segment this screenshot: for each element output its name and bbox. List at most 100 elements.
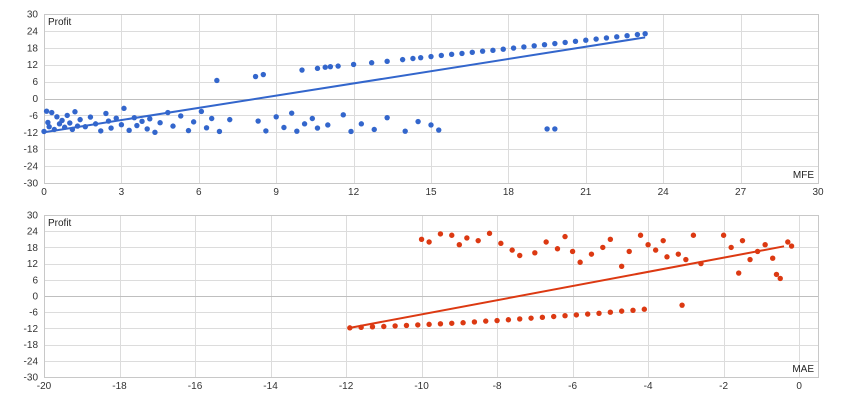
data-point	[475, 237, 481, 244]
data-point	[216, 128, 223, 135]
data-point	[170, 123, 176, 129]
data-point	[641, 306, 648, 312]
y-tick-label: 30	[27, 211, 39, 222]
data-point	[358, 121, 365, 127]
data-point	[340, 112, 346, 118]
y-tick-label: 0	[32, 94, 38, 105]
y-tick-label: -12	[24, 324, 39, 335]
data-point	[43, 108, 50, 114]
data-point	[436, 127, 442, 133]
data-point	[384, 58, 390, 65]
data-point	[584, 311, 591, 317]
data-point	[152, 129, 158, 135]
data-point	[596, 310, 602, 316]
data-point	[624, 32, 630, 39]
y-tick-label: 24	[27, 26, 39, 37]
y-axis-label: Profit	[48, 218, 72, 229]
data-point	[403, 322, 410, 329]
data-point	[603, 35, 610, 41]
data-point	[121, 105, 127, 112]
data-point	[690, 232, 697, 238]
data-point	[679, 302, 685, 308]
data-point	[147, 116, 153, 122]
data-point	[281, 124, 287, 131]
data-point	[448, 51, 455, 57]
data-point	[348, 128, 354, 135]
data-point	[562, 233, 568, 240]
data-point	[72, 109, 78, 115]
data-point	[399, 56, 406, 63]
data-point	[494, 317, 500, 324]
data-point	[309, 115, 316, 122]
data-point	[460, 320, 466, 326]
x-tick-label: 3	[119, 187, 125, 198]
x-tick-label: -8	[493, 381, 502, 392]
data-point	[134, 122, 140, 129]
data-point	[683, 256, 689, 263]
data-point	[288, 110, 295, 116]
data-point	[456, 242, 463, 248]
data-point	[87, 114, 94, 120]
y-tick-label: 24	[27, 227, 39, 238]
y-axis-label: Profit	[48, 17, 72, 28]
x-tick-label: -14	[263, 381, 278, 392]
data-point	[736, 270, 742, 276]
x-axis-label: MFE	[793, 170, 814, 181]
data-point	[539, 314, 546, 321]
data-point	[185, 127, 192, 134]
x-tick-label: 12	[348, 187, 360, 198]
x-tick-label: 27	[735, 187, 747, 198]
data-point	[108, 125, 114, 131]
data-point	[392, 323, 398, 329]
data-point	[531, 43, 537, 49]
plot-frame	[44, 215, 819, 378]
data-point	[762, 242, 768, 248]
x-tick-label: -10	[414, 381, 429, 392]
data-point	[59, 117, 65, 124]
data-point	[459, 50, 465, 57]
data-point	[45, 119, 51, 126]
data-point	[428, 53, 434, 60]
x-tick-label: -18	[112, 381, 127, 392]
data-point	[263, 128, 269, 134]
x-tick-label: 18	[503, 187, 515, 198]
data-point	[769, 255, 776, 261]
data-point	[198, 108, 205, 115]
data-point	[739, 237, 746, 244]
data-point	[773, 271, 780, 278]
y-tick-label: -18	[24, 340, 39, 351]
data-point	[335, 63, 341, 69]
data-point	[314, 65, 321, 72]
data-point	[573, 312, 580, 318]
data-point	[139, 118, 145, 125]
data-point	[417, 54, 424, 61]
data-point	[645, 242, 651, 248]
data-point	[517, 316, 523, 322]
data-point	[314, 125, 321, 131]
data-point	[46, 123, 52, 130]
data-point	[294, 128, 300, 134]
data-point	[371, 126, 377, 133]
data-point	[583, 37, 589, 43]
x-tick-label: -20	[37, 381, 52, 392]
data-point	[469, 49, 475, 56]
data-point	[498, 240, 504, 247]
x-tick-label: -16	[188, 381, 203, 392]
data-point	[554, 246, 561, 252]
plot-frame	[44, 14, 819, 184]
data-point	[415, 322, 421, 328]
data-point	[49, 109, 55, 116]
x-axis-label: MAE	[792, 364, 814, 375]
data-point	[777, 275, 783, 282]
data-point	[369, 324, 376, 330]
data-point	[437, 321, 444, 327]
data-point	[720, 232, 727, 238]
y-tick-label: -12	[24, 128, 39, 139]
data-point	[660, 237, 666, 244]
x-tick-label: -4	[644, 381, 653, 392]
data-point	[190, 119, 197, 125]
data-point	[490, 47, 496, 54]
data-point	[118, 121, 125, 128]
data-point	[543, 239, 549, 245]
